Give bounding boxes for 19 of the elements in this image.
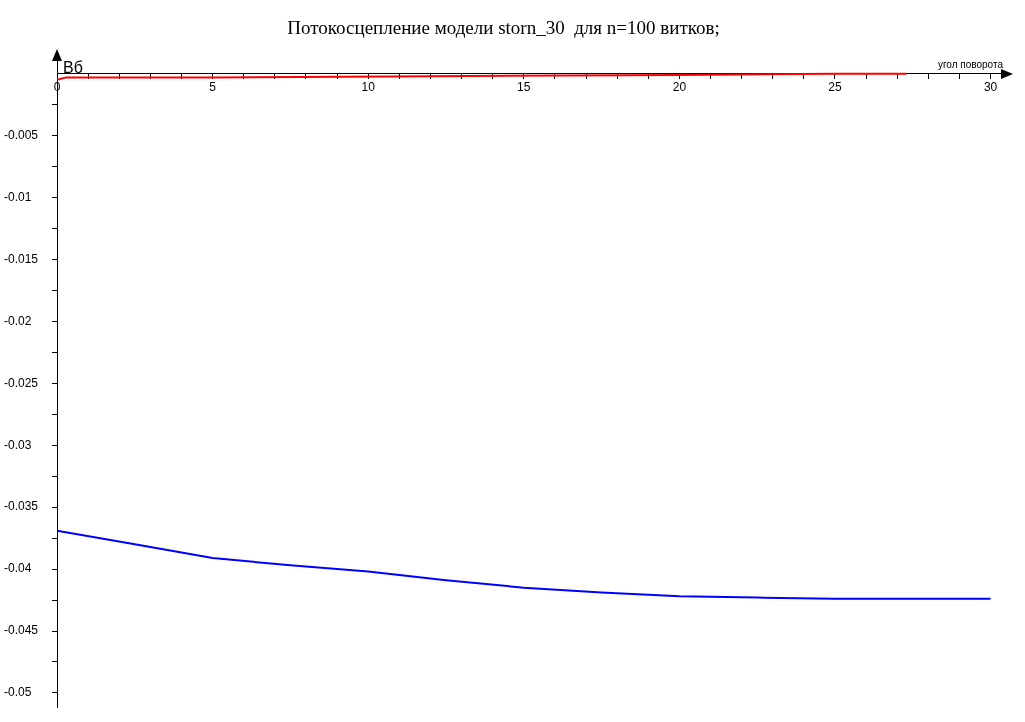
y-tick-label: -0.005 bbox=[4, 127, 39, 142]
x-tick-label: 5 bbox=[209, 80, 217, 95]
y-tick-label: -0.02 bbox=[4, 313, 32, 328]
y-tick-label: -0.04 bbox=[4, 561, 32, 576]
x-tick-label: 20 bbox=[672, 80, 687, 95]
y-tick-label: -0.025 bbox=[4, 375, 39, 390]
x-tick-label: 30 bbox=[983, 80, 998, 95]
y-tick-label: -0.05 bbox=[4, 685, 32, 700]
y-tick-label: -0.03 bbox=[4, 437, 32, 452]
x-axis-title: угол поворота bbox=[937, 59, 1004, 71]
y-tick-label: -0.01 bbox=[4, 189, 32, 204]
chart-title: Потокосцепление модели storn_30 для n=100 витков; bbox=[287, 17, 720, 39]
y-tick-label: -0.015 bbox=[4, 251, 39, 266]
y-tick-label: -0.035 bbox=[4, 499, 39, 514]
x-tick-label: 10 bbox=[361, 80, 376, 95]
y-axis-title: Вб bbox=[63, 59, 83, 77]
x-tick-label: 15 bbox=[517, 80, 531, 95]
y-tick-label: -0.045 bbox=[4, 623, 39, 638]
x-tick-label: 25 bbox=[828, 80, 842, 95]
